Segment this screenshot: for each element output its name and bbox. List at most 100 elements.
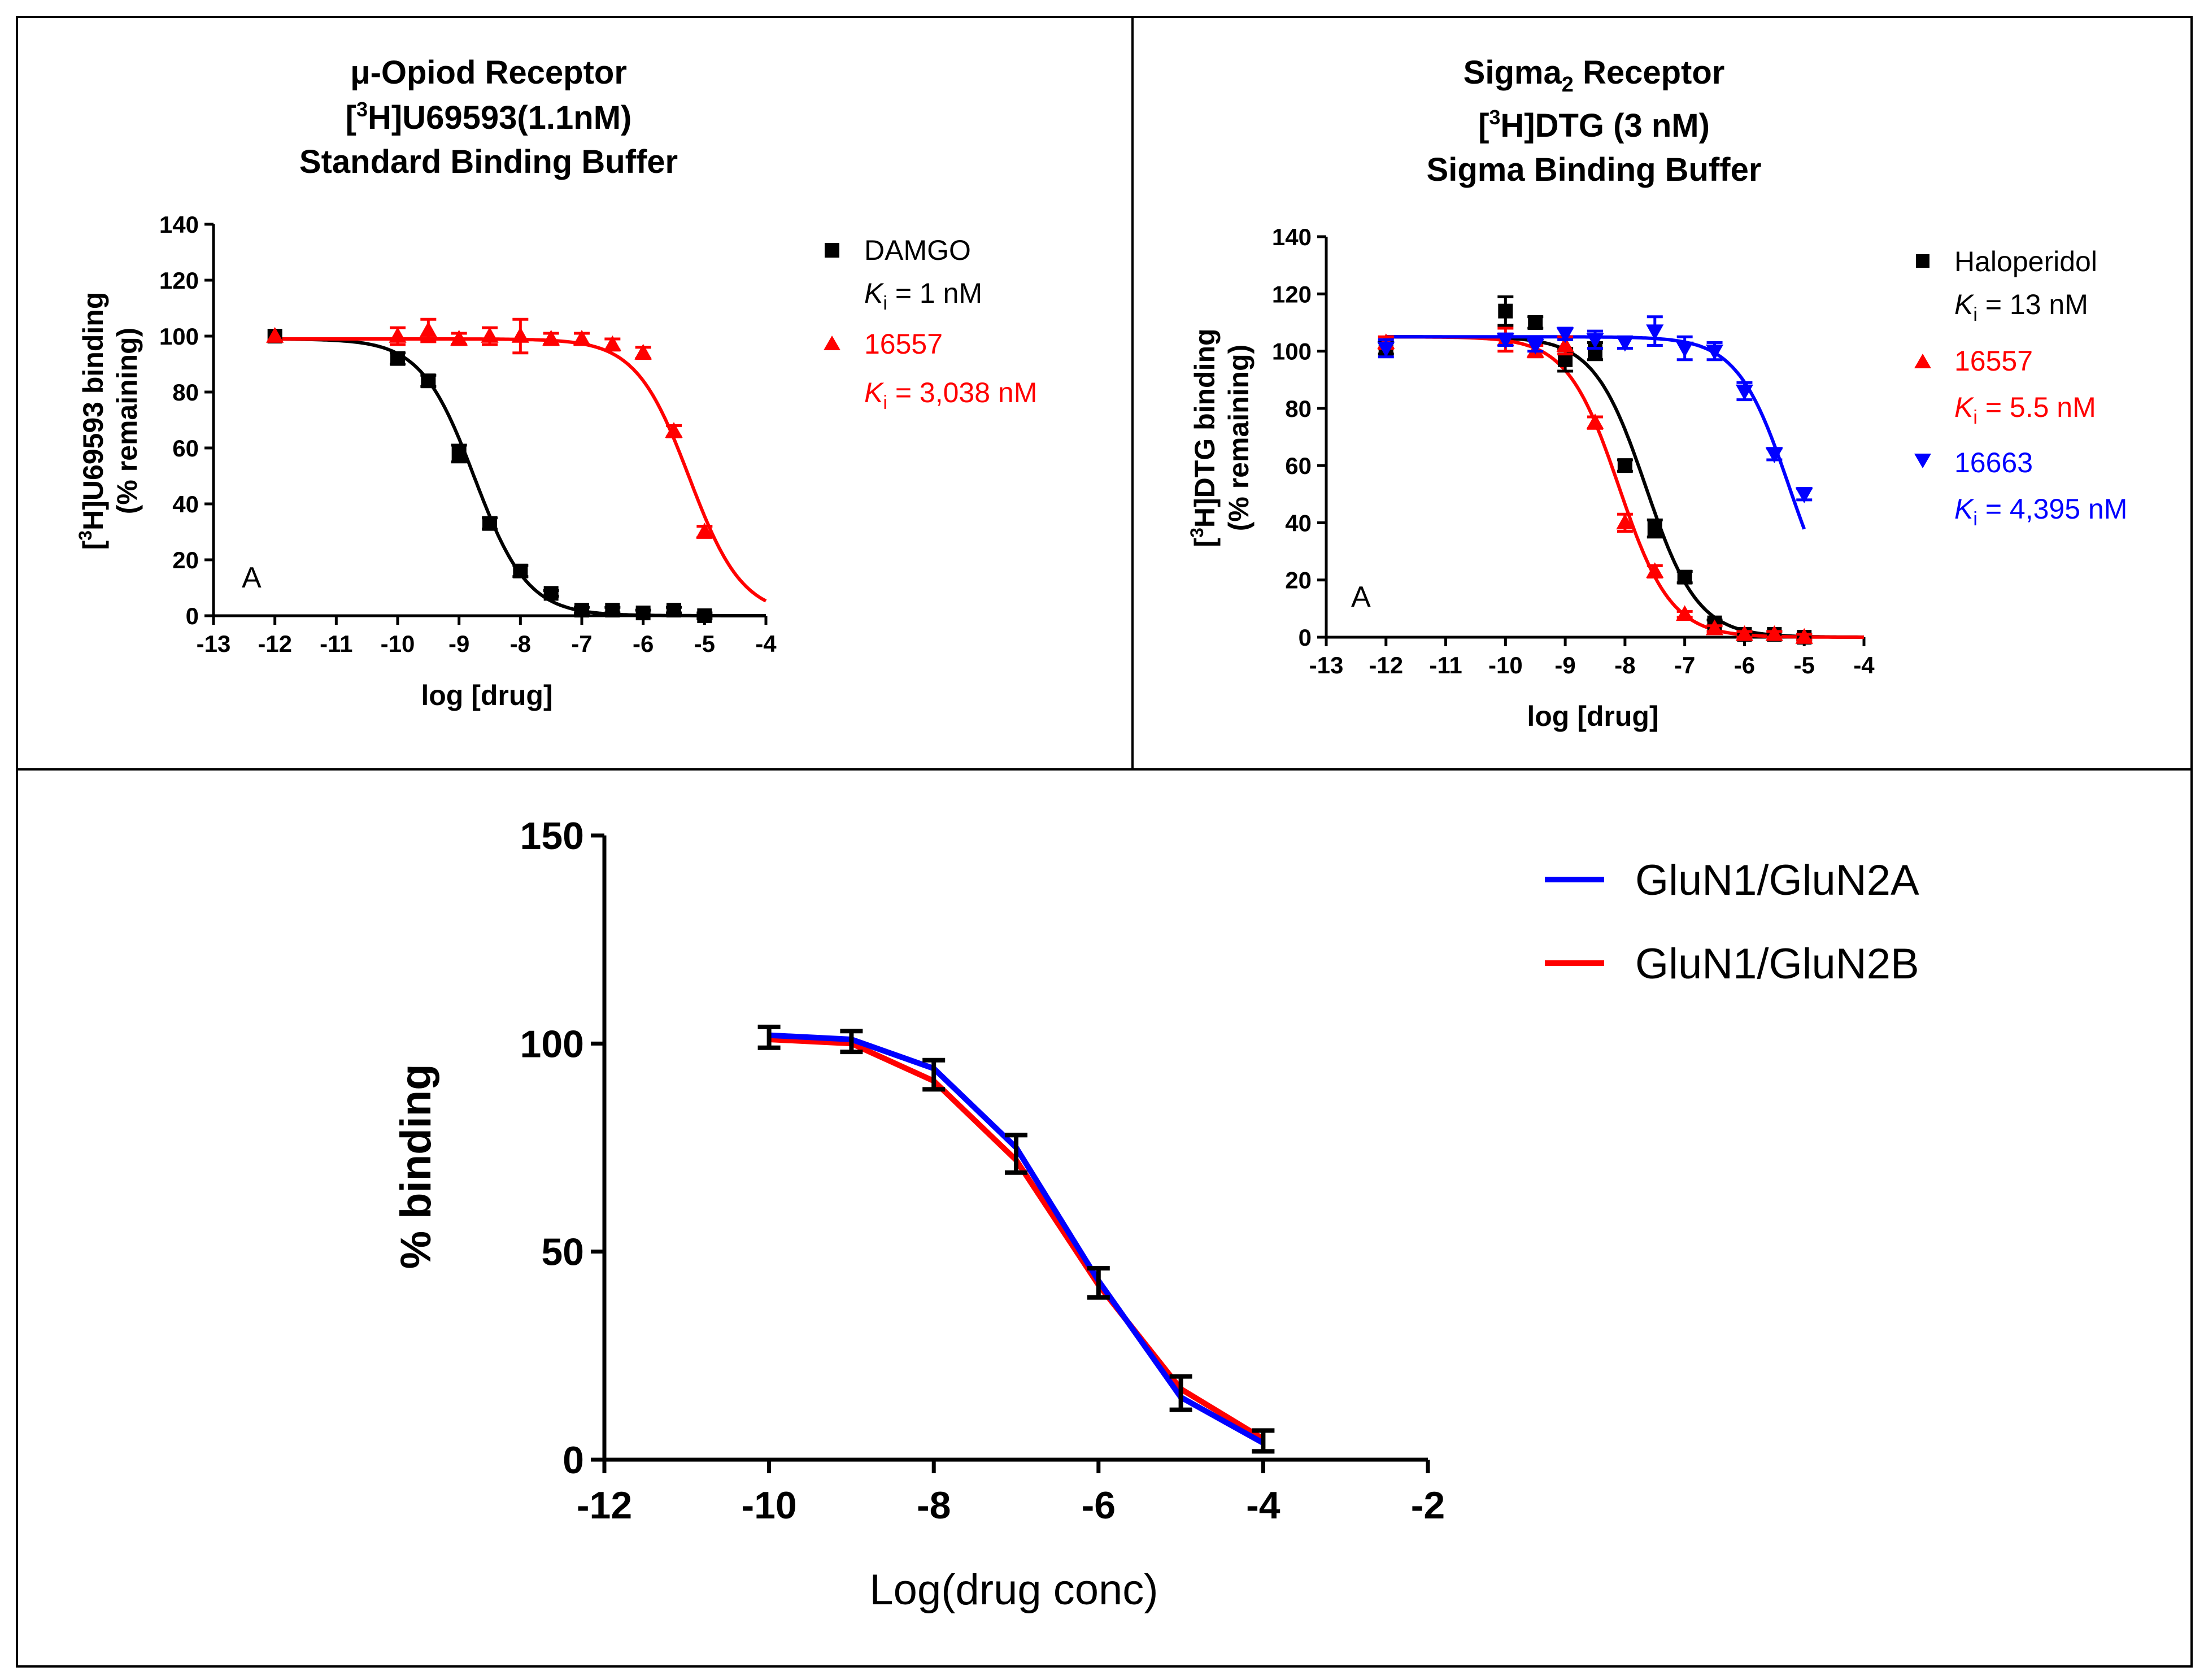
p2-legend: Haloperidol Ki = 13 nM 16557 Ki = 5.5 nM… bbox=[1914, 246, 2127, 530]
p1-data-point bbox=[390, 351, 405, 366]
p2-legend-ki-haloperidol: Ki = 13 nM bbox=[1954, 289, 2088, 325]
p2-data-point bbox=[1377, 341, 1395, 358]
p2-data-point bbox=[1556, 336, 1574, 352]
p1-data-point bbox=[451, 446, 467, 461]
p2-legend-marker-16557 bbox=[1914, 354, 1931, 368]
p1-axes: 0 20 40 60 80 100 120 140 -13 -12 -11 -10 -9 -8 -7 -6 -5… bbox=[159, 211, 777, 657]
p1-y-tick-label: 120 bbox=[159, 267, 199, 294]
p1-y-tick-label: 80 bbox=[172, 379, 199, 406]
panel-mu-opioid: μ-Opiod Receptor [3H]U69593(1.1nM) Stand… bbox=[75, 54, 1037, 711]
p2-title-line3: Sigma Binding Buffer bbox=[1427, 151, 1762, 188]
p1-data-point bbox=[421, 373, 436, 389]
p1-x-tick-label: -10 bbox=[381, 630, 415, 657]
p2-legend-label-16663: 16663 bbox=[1954, 447, 2033, 478]
p3-legend: GluN1/GluN2A GluN1/GluN2B bbox=[1545, 856, 1919, 988]
p2-legend-label-16557: 16557 bbox=[1954, 345, 2033, 377]
p1-y-tick-label: 40 bbox=[172, 491, 199, 517]
p2-data-point bbox=[1676, 341, 1694, 358]
p2-x-tick-label: -6 bbox=[1734, 652, 1755, 678]
p2-points bbox=[1377, 295, 1813, 645]
p1-y-tick-label: 140 bbox=[159, 211, 199, 238]
p2-x-tick-label: -8 bbox=[1614, 652, 1635, 678]
p1-x-tick-label: -7 bbox=[571, 630, 592, 657]
p1-data-point bbox=[574, 603, 589, 618]
p2-data-point bbox=[1705, 619, 1724, 636]
p1-legend-label-damgo: DAMGO bbox=[864, 234, 971, 266]
p2-legend-marker-haloperidol bbox=[1916, 254, 1929, 268]
p2-data-point bbox=[1616, 513, 1634, 530]
p3-line-glun1-glun2a bbox=[769, 1032, 1265, 1446]
p1-data-point bbox=[573, 329, 591, 346]
p2-fit-curve-16557 bbox=[1386, 335, 1864, 639]
p1-fit-curve-16557 bbox=[275, 337, 767, 603]
p1-y-tick-label: 60 bbox=[172, 435, 199, 462]
p1-x-tick-label: -5 bbox=[694, 630, 715, 657]
p2-data-point bbox=[1677, 569, 1692, 585]
p2-y-label-line2: (% remaining) bbox=[1223, 345, 1255, 532]
p2-title-line1: Sigma2 Receptor bbox=[1463, 54, 1725, 97]
p2-data-point bbox=[1498, 303, 1513, 319]
p1-data-point bbox=[513, 563, 528, 578]
p1-x-tick-label: -4 bbox=[755, 630, 777, 657]
p3-legend-label-glun2a: GluN1/GluN2A bbox=[1635, 856, 1919, 904]
p2-legend-ki-16663: Ki = 4,395 nM bbox=[1954, 493, 2127, 530]
p2-data-point bbox=[1496, 333, 1514, 349]
p2-data-point bbox=[1556, 327, 1574, 343]
p1-data-point bbox=[511, 327, 529, 343]
p2-y-tick-label: 0 bbox=[1299, 624, 1312, 651]
p1-data-point bbox=[635, 606, 651, 621]
p2-x-tick-label: -12 bbox=[1369, 652, 1403, 678]
p1-y-tick-label: 20 bbox=[172, 547, 199, 573]
p1-legend: DAMGO Ki = 1 nM 16557 Ki = 3,038 nM bbox=[824, 234, 1037, 414]
p3-axes: 0 50 100 150 -12 -10 -8 -6 -4 -2 bbox=[520, 815, 1445, 1527]
p3-y-label: % binding bbox=[392, 1064, 440, 1269]
p1-title-line3: Standard Binding Buffer bbox=[299, 143, 678, 180]
p2-y-tick-label: 80 bbox=[1285, 395, 1312, 422]
p3-y-tick-label: 0 bbox=[563, 1439, 584, 1482]
p3-legend-label-glun2b: GluN1/GluN2B bbox=[1635, 940, 1919, 988]
p2-x-tick-label: -9 bbox=[1554, 652, 1575, 678]
p1-panel-letter: A bbox=[242, 562, 262, 594]
p2-legend-label-haloperidol: Haloperidol bbox=[1954, 246, 2097, 277]
p1-data-point bbox=[481, 327, 499, 343]
p2-y-tick-label: 100 bbox=[1272, 338, 1312, 365]
p2-data-point bbox=[1795, 488, 1813, 503]
p1-y-label-line1: [3H]U69593 binding bbox=[75, 292, 109, 550]
p3-x-tick-label: -4 bbox=[1246, 1484, 1280, 1527]
p3-y-tick-label: 100 bbox=[520, 1022, 584, 1065]
figure-border bbox=[16, 16, 2193, 1668]
p2-x-tick-label: -11 bbox=[1429, 652, 1462, 678]
p2-legend-marker-16663 bbox=[1914, 454, 1931, 468]
p1-points bbox=[266, 317, 713, 623]
p1-legend-ki-damgo: Ki = 1 nM bbox=[864, 277, 982, 314]
p1-data-point bbox=[605, 603, 620, 618]
p1-title-line2: [3H]U69593(1.1nM) bbox=[346, 98, 632, 136]
panel-sigma2: Sigma2 Receptor [3H]DTG (3 nM) Sigma Bin… bbox=[1187, 54, 2127, 732]
p2-y-label-line1: [3H]DTG binding bbox=[1187, 328, 1221, 547]
p2-data-point bbox=[1765, 625, 1783, 641]
p1-data-point bbox=[266, 327, 284, 343]
p2-data-point bbox=[1765, 447, 1783, 464]
p2-data-point bbox=[1617, 458, 1632, 473]
p2-x-tick-label: -10 bbox=[1488, 652, 1523, 678]
p2-data-point bbox=[1647, 521, 1662, 536]
p2-y-tick-label: 140 bbox=[1272, 224, 1312, 250]
p1-title-line1: μ-Opiod Receptor bbox=[350, 54, 627, 91]
p2-data-point bbox=[1646, 324, 1664, 341]
p2-x-tick-label: -13 bbox=[1309, 652, 1344, 678]
p1-x-tick-label: -8 bbox=[510, 630, 531, 657]
p1-x-label: log [drug] bbox=[421, 680, 552, 711]
p1-legend-marker-damgo bbox=[825, 243, 839, 258]
p1-x-tick-label: -13 bbox=[197, 630, 231, 657]
p3-line-glun1-glun2b bbox=[769, 1037, 1265, 1442]
p1-y-label-line2: (% remaining) bbox=[111, 328, 143, 515]
p2-y-tick-label: 120 bbox=[1272, 281, 1312, 307]
p2-fit-curve-16663 bbox=[1386, 335, 1806, 530]
p2-data-point bbox=[1646, 562, 1664, 578]
p1-data-point bbox=[389, 327, 407, 343]
p2-title-line2: [3H]DTG (3 nM) bbox=[1478, 106, 1710, 144]
p2-x-tick-label: -4 bbox=[1853, 652, 1875, 678]
p3-points bbox=[757, 1024, 1275, 1454]
p2-y-tick-label: 40 bbox=[1285, 510, 1312, 536]
